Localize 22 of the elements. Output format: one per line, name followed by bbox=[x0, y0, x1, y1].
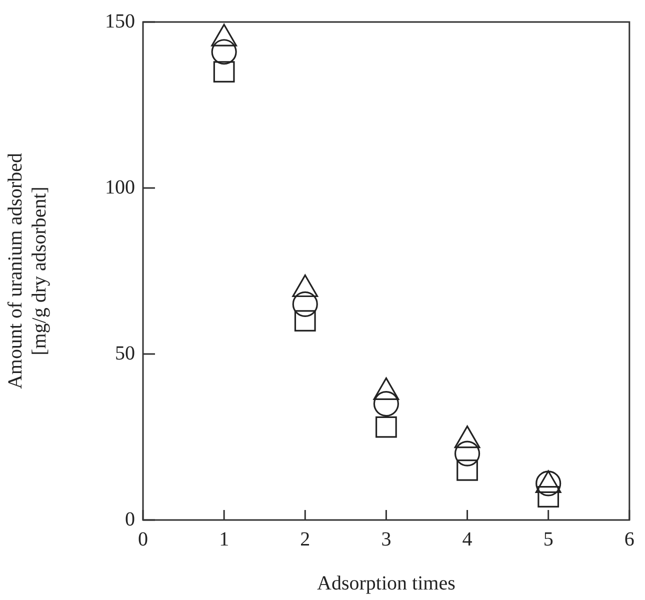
x-tick-label: 2 bbox=[300, 528, 310, 550]
point bbox=[213, 61, 235, 82]
point bbox=[211, 39, 237, 65]
y-tick-label: 0 bbox=[125, 508, 135, 530]
x-tick-label: 6 bbox=[624, 528, 634, 550]
y-axis-title: Amount of uranium adsorbed [mg/g dry adsorbent] bbox=[4, 152, 50, 390]
y-tick-label: 150 bbox=[105, 10, 135, 32]
point bbox=[454, 440, 480, 466]
point bbox=[292, 291, 318, 317]
x-axis-title: Adsorption times bbox=[317, 572, 456, 594]
point bbox=[376, 416, 397, 438]
point bbox=[373, 391, 399, 417]
x-tick-label: 3 bbox=[381, 528, 392, 550]
x-tick-label: 1 bbox=[219, 528, 230, 550]
x-tick-label: 4 bbox=[462, 528, 472, 550]
y-tick-label: 50 bbox=[115, 342, 135, 364]
x-tick-label: 5 bbox=[543, 528, 554, 550]
point bbox=[536, 470, 562, 496]
point bbox=[294, 310, 316, 332]
point bbox=[538, 486, 560, 508]
point bbox=[456, 460, 478, 481]
y-tick-label: 100 bbox=[105, 176, 135, 198]
